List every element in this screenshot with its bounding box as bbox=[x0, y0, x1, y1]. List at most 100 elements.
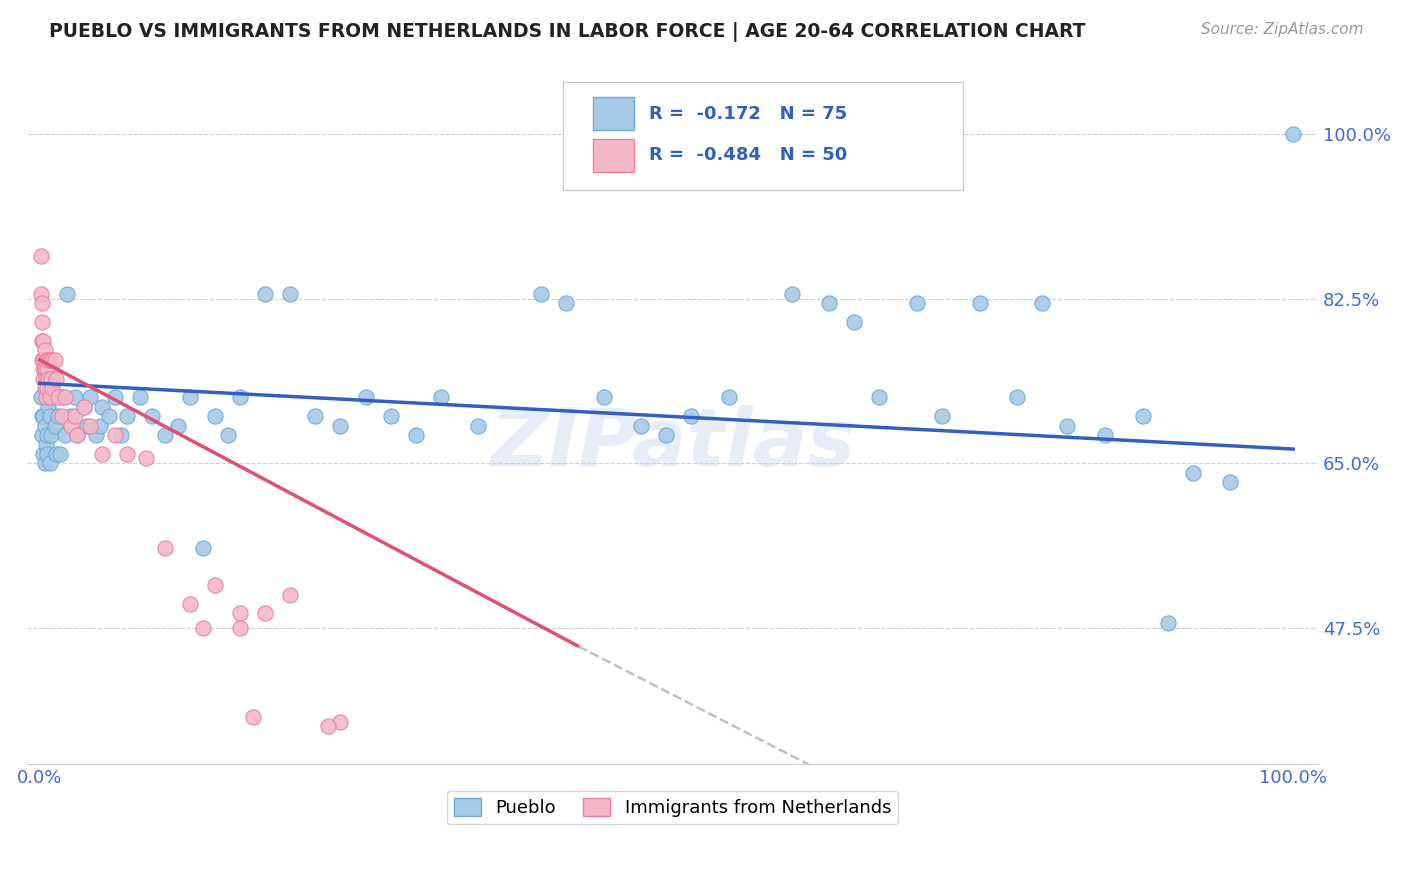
FancyBboxPatch shape bbox=[592, 139, 634, 172]
Point bbox=[166, 418, 188, 433]
Point bbox=[354, 390, 377, 404]
Point bbox=[34, 343, 56, 358]
Point bbox=[278, 588, 301, 602]
Point bbox=[316, 719, 339, 733]
Point bbox=[229, 621, 252, 635]
Point bbox=[31, 428, 53, 442]
Point bbox=[931, 409, 953, 424]
Point bbox=[278, 287, 301, 301]
Point bbox=[104, 390, 127, 404]
Point bbox=[31, 334, 53, 348]
Point bbox=[56, 287, 79, 301]
Point bbox=[1219, 475, 1241, 489]
Point bbox=[32, 362, 55, 376]
Point bbox=[191, 621, 214, 635]
Point bbox=[37, 362, 59, 376]
Point bbox=[1132, 409, 1154, 424]
Point bbox=[530, 287, 553, 301]
Point bbox=[34, 362, 56, 376]
Text: PUEBLO VS IMMIGRANTS FROM NETHERLANDS IN LABOR FORCE | AGE 20-64 CORRELATION CHA: PUEBLO VS IMMIGRANTS FROM NETHERLANDS IN… bbox=[49, 22, 1085, 42]
Point bbox=[37, 428, 59, 442]
Point bbox=[32, 334, 55, 348]
Point bbox=[39, 428, 62, 442]
Point bbox=[59, 418, 82, 433]
Point bbox=[34, 456, 56, 470]
Point bbox=[35, 371, 58, 385]
Point bbox=[31, 296, 53, 310]
Point bbox=[681, 409, 703, 424]
Point bbox=[63, 390, 86, 404]
Point bbox=[467, 418, 489, 433]
Point bbox=[48, 409, 70, 424]
Point bbox=[89, 418, 111, 433]
Point bbox=[44, 352, 66, 367]
Point bbox=[1007, 390, 1029, 404]
Point bbox=[38, 409, 60, 424]
Text: R =  -0.484   N = 50: R = -0.484 N = 50 bbox=[650, 146, 848, 164]
Point bbox=[91, 447, 114, 461]
Point bbox=[153, 541, 176, 555]
Point bbox=[72, 400, 94, 414]
Point bbox=[191, 541, 214, 555]
Point bbox=[39, 371, 62, 385]
Point bbox=[30, 249, 52, 263]
Point bbox=[229, 607, 252, 621]
Text: R =  -0.172   N = 75: R = -0.172 N = 75 bbox=[650, 104, 848, 123]
Point bbox=[1056, 418, 1078, 433]
Point bbox=[242, 710, 264, 724]
Point bbox=[179, 597, 201, 611]
Point bbox=[79, 390, 101, 404]
Point bbox=[97, 409, 120, 424]
Point bbox=[37, 400, 59, 414]
Point bbox=[41, 352, 63, 367]
Point bbox=[104, 428, 127, 442]
Point bbox=[380, 409, 402, 424]
Point bbox=[1157, 615, 1180, 630]
Point bbox=[38, 352, 60, 367]
Text: Source: ZipAtlas.com: Source: ZipAtlas.com bbox=[1201, 22, 1364, 37]
Point bbox=[31, 352, 53, 367]
Point bbox=[204, 409, 226, 424]
Point bbox=[229, 390, 252, 404]
Point bbox=[45, 447, 67, 461]
Point bbox=[254, 287, 277, 301]
Point bbox=[35, 390, 58, 404]
Point bbox=[329, 418, 352, 433]
Point bbox=[30, 390, 52, 404]
Point bbox=[868, 390, 890, 404]
Point bbox=[34, 418, 56, 433]
Point bbox=[41, 390, 63, 404]
Point bbox=[1282, 128, 1305, 142]
Point bbox=[59, 409, 82, 424]
Point bbox=[34, 381, 56, 395]
Text: ZIPatlas: ZIPatlas bbox=[491, 405, 855, 483]
Point bbox=[555, 296, 578, 310]
Point bbox=[66, 428, 89, 442]
Point bbox=[204, 578, 226, 592]
Point bbox=[179, 390, 201, 404]
Point bbox=[51, 390, 73, 404]
Point bbox=[254, 607, 277, 621]
Point bbox=[63, 409, 86, 424]
Point bbox=[1181, 466, 1204, 480]
Point bbox=[110, 428, 132, 442]
Point bbox=[141, 409, 163, 424]
Point bbox=[38, 456, 60, 470]
FancyBboxPatch shape bbox=[562, 82, 963, 190]
Point bbox=[45, 371, 67, 385]
Point bbox=[405, 428, 427, 442]
Point bbox=[31, 315, 53, 329]
Point bbox=[117, 409, 139, 424]
Point bbox=[129, 390, 152, 404]
Point bbox=[53, 428, 76, 442]
Point bbox=[304, 409, 326, 424]
Point bbox=[66, 428, 89, 442]
Point bbox=[79, 418, 101, 433]
Point bbox=[48, 447, 70, 461]
Point bbox=[32, 447, 55, 461]
Point bbox=[41, 381, 63, 395]
Point bbox=[630, 418, 652, 433]
Point bbox=[38, 390, 60, 404]
Point bbox=[117, 447, 139, 461]
Point bbox=[51, 409, 73, 424]
